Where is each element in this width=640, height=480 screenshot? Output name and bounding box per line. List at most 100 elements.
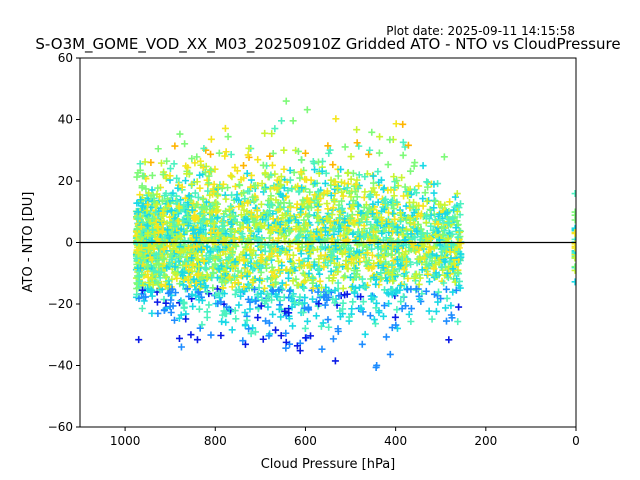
scatter-point [145,189,153,197]
scatter-point [283,266,291,274]
scatter-point [365,193,373,201]
scatter-point [303,317,311,325]
scatter-point [197,246,205,254]
scatter-point [215,149,223,157]
scatter-point [571,244,576,252]
scatter-point [373,299,381,307]
scatter-point [333,255,341,263]
scatter-point [238,202,246,210]
scatter-point [457,250,465,258]
scatter-point [199,163,207,171]
scatter-point [225,254,233,262]
scatter-point [352,237,360,245]
scatter-point [329,295,337,303]
scatter-point [430,290,438,298]
scatter-point [299,308,307,316]
scatter-point [317,226,325,234]
scatter-point [228,191,236,199]
scatter-point [244,151,252,159]
scatter-point [457,239,465,247]
scatter-point [287,286,295,294]
scatter-point [182,177,190,185]
scatter-point [261,247,269,255]
scatter-point [409,243,417,251]
scatter-point [358,275,366,283]
scatter-point [416,295,424,303]
scatter-point [329,225,337,233]
scatter-point [413,259,421,267]
scatter-point [254,314,262,322]
scatter-point [402,258,410,266]
scatter-point [265,332,273,340]
scatter-point [133,199,141,207]
scatter-point [279,192,287,200]
scatter-point [136,221,144,229]
scatter-point [412,270,420,278]
scatter-point [451,203,459,211]
scatter-point [240,162,248,170]
scatter-point [392,120,400,128]
scatter-point [257,263,265,271]
scatter-point [331,357,339,365]
scatter-point [313,245,321,253]
scatter-point [235,285,243,293]
scatter-point [166,234,174,242]
scatter-point [444,274,452,282]
scatter-point [154,256,162,264]
scatter-point [407,317,415,325]
scatter-point [425,243,433,251]
scatter-point [188,155,196,163]
scatter-point [360,233,368,241]
scatter-point [142,185,150,193]
scatter-point [286,267,294,275]
scatter-point [167,296,175,304]
scatter-point [297,168,305,176]
scatter-point [303,239,311,247]
scatter-point [244,224,252,232]
scatter-point [430,189,438,197]
scatter-point [304,240,312,248]
scatter-point [186,196,194,204]
scatter-point [433,252,441,260]
scatter-point [329,335,337,343]
scatter-point [295,256,303,264]
scatter-point [236,181,244,189]
scatter-point [415,182,423,190]
scatter-point [220,290,228,298]
scatter-point [386,350,394,358]
scatter-point [363,218,371,226]
scatter-point [427,222,435,230]
scatter-point [425,261,433,269]
scatter-point [258,296,266,304]
scatter-point [300,200,308,208]
scatter-point [325,149,333,157]
scatter-point [321,293,329,301]
scatter-point [374,168,382,176]
scatter-point [366,237,374,245]
scatter-point [216,266,224,274]
scatter-point [157,269,165,277]
scatter-point [340,242,348,250]
scatter-point [271,278,279,286]
scatter-point [422,219,430,227]
scatter-point [280,146,288,154]
scatter-point [275,286,283,294]
scatter-point [338,188,346,196]
scatter-point [276,220,284,228]
scatter-point [300,216,308,224]
scatter-point [276,267,284,275]
scatter-point [246,187,254,195]
scatter-point [314,288,322,296]
scatter-point [313,228,321,236]
scatter-point [304,221,312,229]
scatter-point [165,280,173,288]
scatter-point [389,201,397,209]
scatter-point [306,250,314,258]
scatter-point [141,158,149,166]
scatter-point [271,170,279,178]
scatter-point [375,149,383,157]
scatter-point [443,269,451,277]
scatter-point [135,336,143,344]
scatter-point [156,274,164,282]
